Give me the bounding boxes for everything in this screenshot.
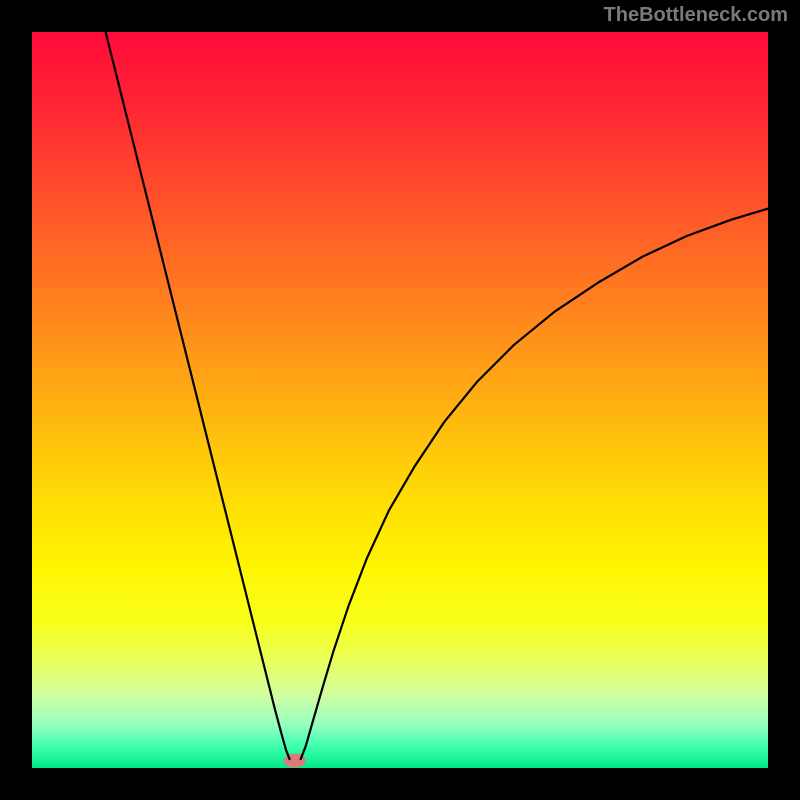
chart-container: TheBottleneck.com [0,0,800,800]
bottleneck-chart [0,0,800,800]
watermark-text: TheBottleneck.com [604,4,788,27]
